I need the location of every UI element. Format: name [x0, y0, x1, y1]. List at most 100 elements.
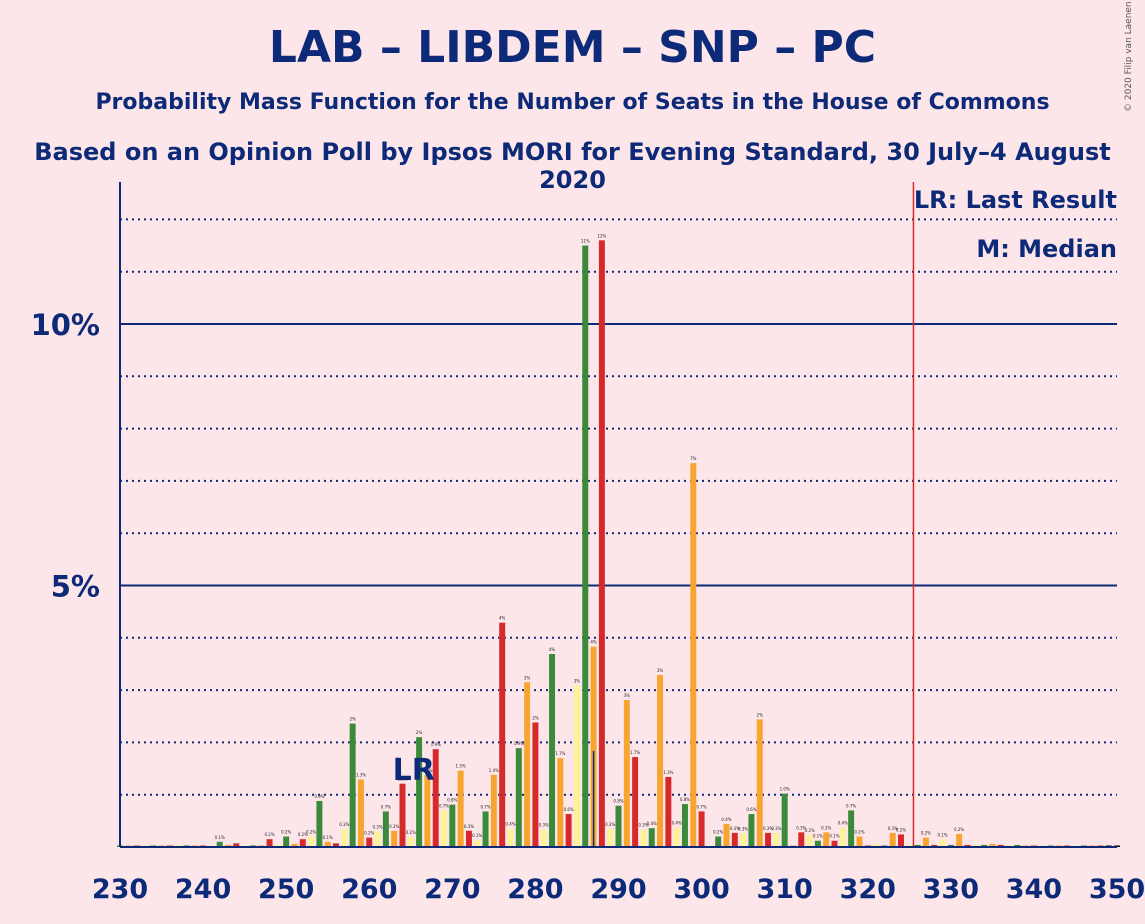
bar-value-label: 0.3% [339, 822, 349, 827]
bar-seat-277 [507, 828, 514, 847]
bar-seat-253 [308, 836, 315, 847]
bar-seat-249 [274, 844, 281, 847]
bar-value-label: 1.5% [456, 764, 466, 769]
bar-seat-251 [291, 843, 298, 847]
bar-seat-331 [956, 833, 963, 847]
bar-value-label: 1.4% [489, 768, 499, 773]
bar-value-label: 2% [416, 730, 423, 735]
bar-value-label: 0.4% [672, 821, 682, 826]
legend-last-result: LR: Last Result [914, 186, 1117, 214]
bar-value-label: 3% [657, 668, 664, 673]
bar-seat-318 [848, 810, 855, 847]
bar-seat-268 [432, 749, 439, 847]
bar-value-label: 0.7% [846, 803, 856, 808]
bar-seat-332 [964, 844, 971, 847]
bar-seat-316 [831, 840, 838, 847]
bar-value-label: 0.2% [854, 830, 864, 835]
bar-value-label: 0.2% [921, 831, 931, 836]
gridlines [120, 218, 1117, 796]
bar-seat-283 [557, 758, 564, 847]
bar-seat-250 [283, 836, 290, 847]
bar-seat-274 [482, 811, 489, 847]
bar-value-label: 0.3% [372, 824, 382, 829]
x-tick-label: 350 [1089, 874, 1145, 905]
page-title: LAB – LIBDEM – SNP – PC [268, 22, 877, 73]
bar-value-label: 0.6% [746, 807, 756, 812]
bar-seat-273 [474, 840, 481, 847]
bar-seat-263 [391, 830, 398, 847]
bar-seat-299 [690, 463, 697, 847]
bar-value-label: 1.2% [397, 777, 407, 782]
bar-value-label: 0.3% [821, 825, 831, 830]
bar-value-label: 1.3% [356, 773, 366, 778]
bar-seat-307 [756, 719, 763, 847]
bar-seat-303 [723, 823, 730, 847]
bar-seat-323 [889, 832, 896, 847]
bar-seat-319 [856, 836, 863, 847]
bar-seat-321 [873, 843, 880, 847]
bar-value-label: 1.7% [555, 751, 565, 756]
bar-seat-308 [765, 832, 772, 847]
bar-seat-237 [175, 844, 182, 847]
bar-value-label: 0.6% [564, 807, 574, 812]
bar-seat-262 [382, 811, 389, 847]
bar-value-label: 0.7% [439, 803, 449, 808]
bar-seat-336 [997, 844, 1004, 847]
bar-seat-326 [914, 844, 921, 847]
bar-seat-264 [399, 783, 406, 847]
bar-seat-294 [648, 828, 655, 847]
bar-seat-281 [540, 829, 547, 847]
value-labels: 0.1%0.2%0.2%0.2%0.2%0.9%0.1%0.3%2%1.3%0.… [215, 233, 965, 839]
bar-seat-257 [341, 829, 348, 847]
bar-value-label: 0.2% [713, 830, 723, 835]
x-tick-label: 280 [507, 874, 563, 905]
bar-seat-335 [989, 843, 996, 847]
bar-value-label: 4% [499, 616, 506, 621]
x-tick-label: 320 [840, 874, 896, 905]
x-tick-label: 230 [92, 874, 148, 905]
bar-seat-271 [457, 770, 464, 847]
bar-seat-325 [906, 844, 913, 847]
bar-value-label: 0.7% [480, 804, 490, 809]
bar-seat-242 [216, 841, 223, 847]
bar-seat-279 [524, 682, 531, 847]
bar-seat-306 [748, 814, 755, 847]
bar-value-label: 0.7% [381, 804, 391, 809]
bar-seat-259 [357, 779, 364, 847]
bar-seat-244 [233, 843, 240, 847]
bar-value-label: 4% [590, 640, 597, 645]
bar-seat-305 [740, 833, 747, 847]
bar-seat-272 [465, 830, 472, 847]
bar-seat-300 [698, 811, 705, 847]
bar-value-label: 0.2% [406, 830, 416, 835]
bar-value-label: 11% [581, 239, 590, 244]
bar-value-label: 3% [624, 693, 631, 698]
bar-seat-270 [449, 804, 456, 847]
bars [117, 240, 1120, 848]
bar-value-label: 2% [349, 717, 356, 722]
bar-seat-288 [598, 240, 605, 847]
bar-value-label: 1.3% [663, 770, 673, 775]
bar-value-label: 0.7% [696, 804, 706, 809]
bar-seat-269 [441, 810, 448, 847]
bar-value-label: 0.2% [954, 827, 964, 832]
bar-seat-252 [299, 839, 306, 847]
bar-value-label: 7% [690, 456, 697, 461]
bar-seat-276 [499, 622, 506, 847]
bar-value-label: 1.4% [422, 768, 432, 773]
bar-value-label: 0.1% [215, 835, 225, 840]
bar-value-label: 0.4% [721, 817, 731, 822]
bar-seat-258 [349, 723, 356, 847]
x-tick-label: 270 [424, 874, 480, 905]
bar-value-label: 4% [549, 647, 556, 652]
bar-value-label: 0.3% [539, 823, 549, 828]
bar-seat-329 [939, 839, 946, 847]
bar-value-label: 0.3% [464, 824, 474, 829]
bar-value-label: 0.8% [613, 799, 623, 804]
bar-seat-312 [798, 832, 805, 847]
bar-seat-292 [632, 757, 639, 847]
bar-value-label: 0.9% [314, 794, 324, 799]
bar-value-label: 0.2% [364, 831, 374, 836]
bar-value-label: 0.3% [389, 824, 399, 829]
